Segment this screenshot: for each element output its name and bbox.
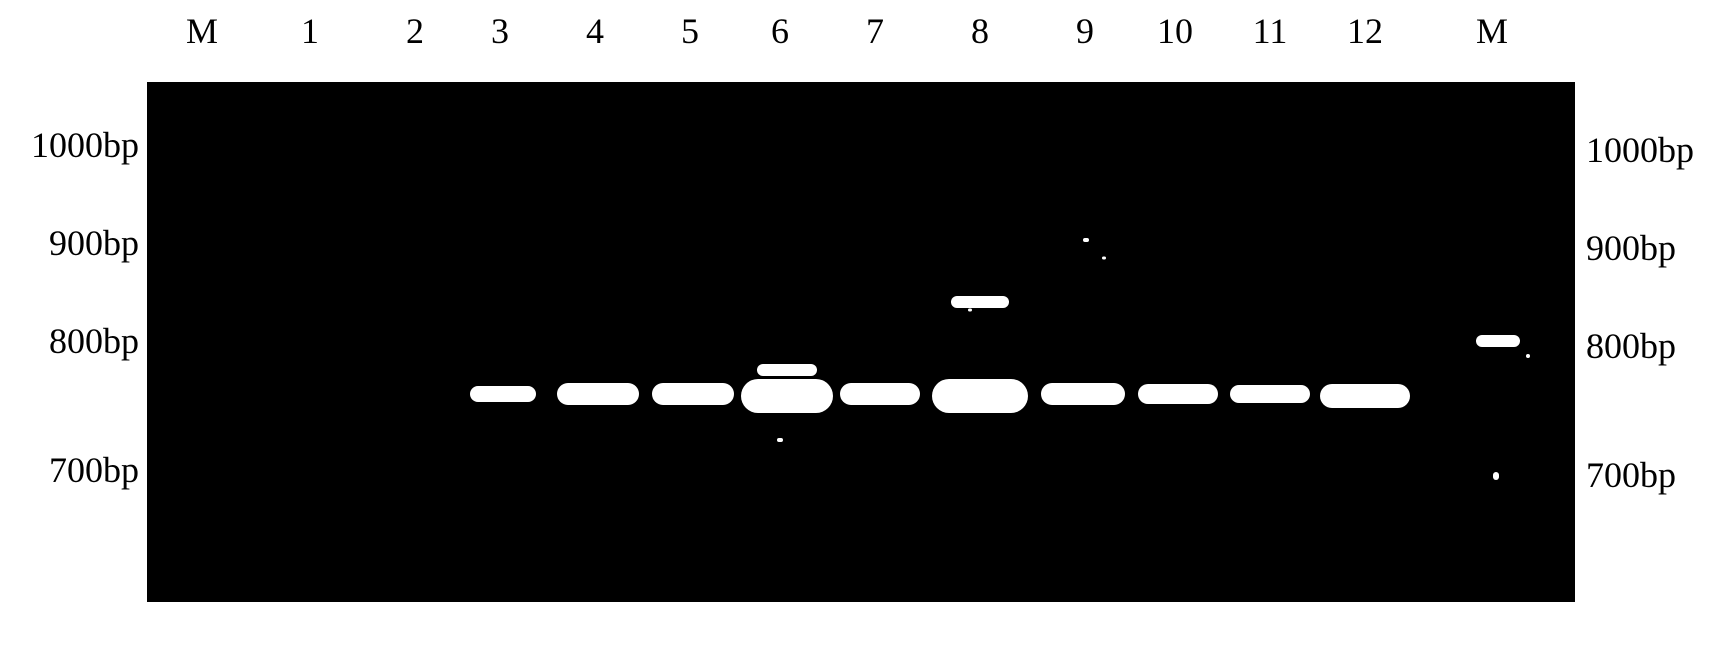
lane-label-7: 7: [866, 10, 884, 52]
lane-label-10: 10: [1157, 10, 1193, 52]
gel-figure: M123456789101112M1000bp900bp800bp700bp10…: [0, 0, 1722, 654]
band-lane-9: [1041, 383, 1125, 405]
size-label-left-900bp: 900bp: [49, 222, 139, 264]
band-lane-10: [1138, 384, 1218, 404]
lane-label-m: M: [186, 10, 218, 52]
speck-3: [968, 309, 972, 312]
lane-label-m: M: [1476, 10, 1508, 52]
band-lane-4: [557, 383, 639, 405]
band-lane-8: [932, 379, 1028, 413]
size-label-left-1000bp: 1000bp: [31, 124, 139, 166]
size-label-right-700bp: 700bp: [1586, 454, 1676, 496]
band-lane-7: [840, 383, 920, 405]
size-label-right-1000bp: 1000bp: [1586, 129, 1694, 171]
speck-2: [1102, 257, 1106, 260]
gel-image: [147, 82, 1575, 602]
size-label-right-900bp: 900bp: [1586, 227, 1676, 269]
lane-label-1: 1: [301, 10, 319, 52]
size-label-left-800bp: 800bp: [49, 320, 139, 362]
lane-label-8: 8: [971, 10, 989, 52]
speck-5: [1526, 354, 1530, 358]
band-lane-6b: [757, 364, 817, 376]
lane-label-11: 11: [1253, 10, 1288, 52]
band-lane-5: [652, 383, 734, 405]
band-lane-11: [1230, 385, 1310, 403]
speck-1: [1083, 238, 1089, 242]
band-lane-8b: [951, 296, 1009, 308]
speck-4: [1493, 472, 1499, 480]
lane-label-6: 6: [771, 10, 789, 52]
band-lane-12: [1320, 384, 1410, 408]
lane-label-9: 9: [1076, 10, 1094, 52]
band-lane-3: [470, 386, 536, 402]
size-label-right-800bp: 800bp: [1586, 325, 1676, 367]
speck-0: [777, 438, 783, 442]
lane-label-5: 5: [681, 10, 699, 52]
band-lane-Mr: [1476, 335, 1520, 347]
lane-label-3: 3: [491, 10, 509, 52]
lane-label-12: 12: [1347, 10, 1383, 52]
size-label-left-700bp: 700bp: [49, 449, 139, 491]
lane-label-4: 4: [586, 10, 604, 52]
lane-label-2: 2: [406, 10, 424, 52]
band-lane-6: [741, 379, 833, 413]
